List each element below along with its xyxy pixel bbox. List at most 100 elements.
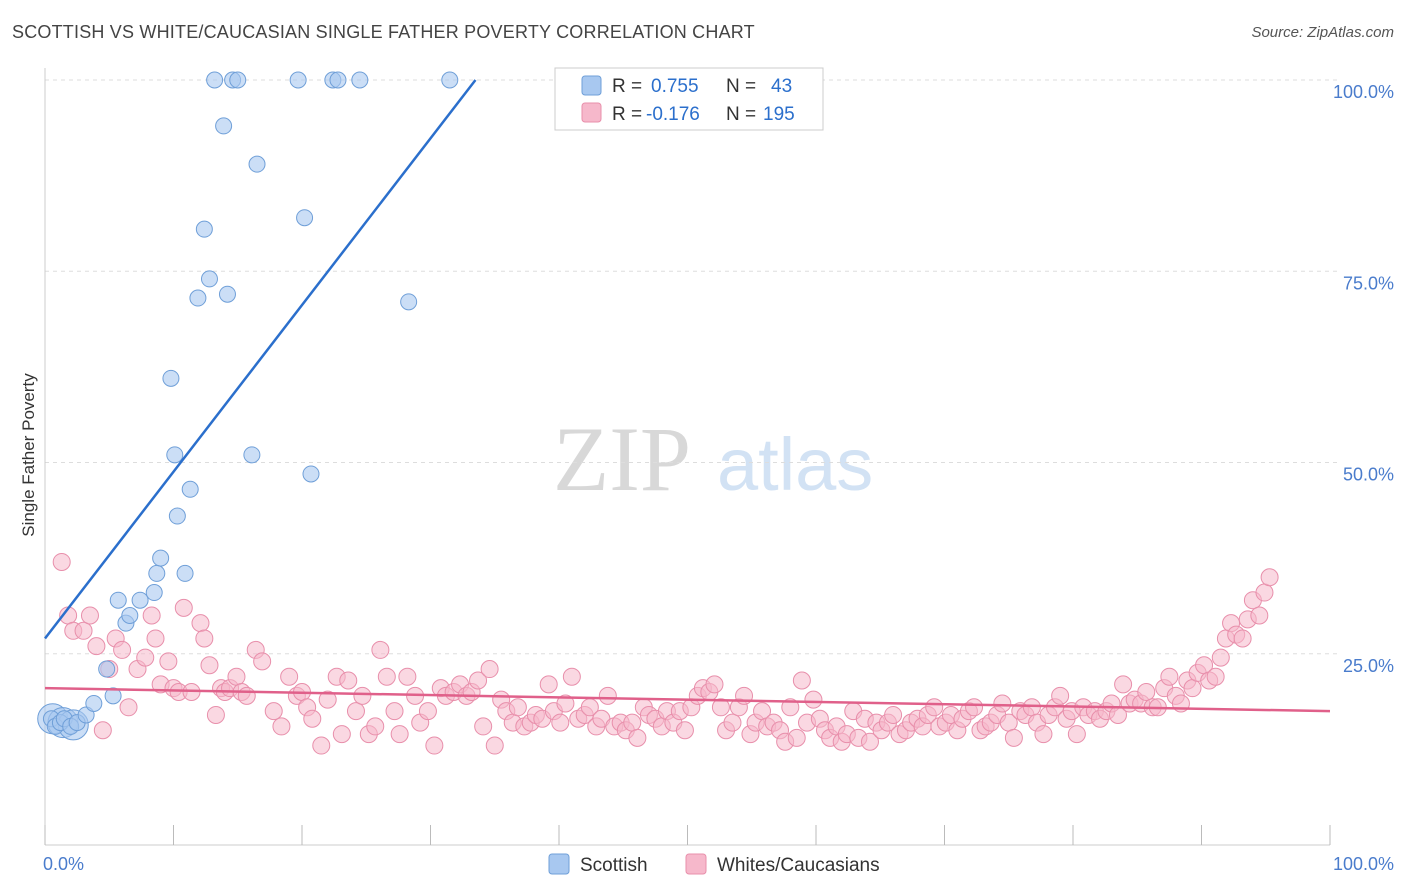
y-tick-labels: 25.0% 50.0% 75.0% 100.0% xyxy=(1333,82,1394,676)
point-whites xyxy=(711,698,730,717)
point-whites xyxy=(280,667,299,686)
legend-bottom-swatch-scottish xyxy=(548,853,570,875)
point-whites xyxy=(965,698,984,717)
point-whites xyxy=(191,614,210,633)
point-whites xyxy=(993,694,1012,713)
point-whites xyxy=(781,698,800,717)
point-scottish xyxy=(302,465,320,483)
point-scottish xyxy=(166,446,184,464)
point-whites xyxy=(385,702,404,721)
point-whites xyxy=(264,702,283,721)
point-whites xyxy=(860,732,879,751)
point-whites xyxy=(353,686,372,705)
source-credit: Source: ZipAtlas.com xyxy=(1251,24,1394,41)
point-scottish xyxy=(289,71,307,89)
point-whites xyxy=(253,652,272,671)
point-scottish xyxy=(329,71,347,89)
point-whites xyxy=(1051,686,1070,705)
point-scottish xyxy=(145,584,163,602)
point-whites xyxy=(1067,725,1086,744)
point-whites xyxy=(390,725,409,744)
point-whites xyxy=(142,606,161,625)
point-whites xyxy=(556,694,575,713)
point-whites xyxy=(480,660,499,679)
point-whites xyxy=(705,675,724,694)
legend-n-label-1: N = xyxy=(726,76,756,97)
point-scottish xyxy=(104,687,122,705)
point-whites xyxy=(1022,698,1041,717)
point-scottish xyxy=(351,71,369,89)
point-whites xyxy=(136,648,155,667)
point-whites xyxy=(174,598,193,617)
point-whites xyxy=(339,671,358,690)
point-scottish xyxy=(206,71,224,89)
point-scottish xyxy=(162,369,180,387)
point-whites xyxy=(884,705,903,724)
series-scottish-points xyxy=(37,71,459,741)
point-whites xyxy=(303,709,322,728)
point-whites xyxy=(804,690,823,709)
point-whites xyxy=(113,640,132,659)
point-whites xyxy=(159,652,178,671)
point-whites xyxy=(1211,648,1230,667)
point-scottish xyxy=(168,507,186,525)
point-whites xyxy=(485,736,504,755)
point-whites xyxy=(623,713,642,732)
point-whites xyxy=(195,629,214,648)
y-tick-label: 75.0% xyxy=(1343,273,1394,293)
point-scottish xyxy=(109,591,127,609)
point-whites xyxy=(398,667,417,686)
point-whites xyxy=(332,725,351,744)
point-whites xyxy=(237,686,256,705)
point-scottish xyxy=(400,293,418,311)
trend-line-scottish xyxy=(44,79,477,640)
point-whites xyxy=(1260,568,1279,587)
legend-swatch-scottish xyxy=(581,75,602,96)
point-whites xyxy=(1233,629,1252,648)
legend-top: R = 0.755 N = 43 R = -0.176 N = 195 xyxy=(554,67,824,131)
point-whites xyxy=(227,667,246,686)
legend-swatch-whites xyxy=(581,102,602,123)
legend-n-value-2: 195 xyxy=(763,104,795,125)
x-tick-label: 0.0% xyxy=(43,854,84,874)
point-scottish xyxy=(200,270,218,288)
point-scottish xyxy=(98,660,116,678)
point-scottish xyxy=(243,446,261,464)
legend-n-label-2: N = xyxy=(726,104,756,125)
legend-bottom-scottish: Scottish xyxy=(580,855,648,876)
legend-bottom-whites: Whites/Caucasians xyxy=(717,855,880,876)
x-tick-label: 100.0% xyxy=(1333,854,1394,874)
trend-line-whites xyxy=(44,686,1331,713)
point-whites xyxy=(1004,728,1023,747)
point-whites xyxy=(508,698,527,717)
point-scottish xyxy=(121,607,139,624)
series-whites-points xyxy=(52,552,1279,755)
point-scottish xyxy=(195,220,213,238)
point-whites xyxy=(628,728,647,747)
point-scottish xyxy=(152,549,170,567)
x-tick-labels: 0.0% 100.0% xyxy=(43,854,1394,874)
grid-lines xyxy=(45,79,1340,655)
point-scottish xyxy=(296,209,314,227)
point-whites xyxy=(469,671,488,690)
point-whites xyxy=(1160,667,1179,686)
point-whites xyxy=(598,686,617,705)
legend-bottom-swatch-whites xyxy=(685,853,707,875)
point-scottish xyxy=(218,285,236,303)
point-whites xyxy=(272,717,291,736)
point-whites xyxy=(119,698,138,717)
point-whites xyxy=(371,640,390,659)
y-tick-label: 25.0% xyxy=(1343,656,1394,676)
y-axis-label: Single Father Poverty xyxy=(19,373,38,537)
point-whites xyxy=(675,721,694,740)
point-whites xyxy=(425,736,444,755)
point-whites xyxy=(1206,667,1225,686)
point-scottish xyxy=(229,71,247,89)
point-whites xyxy=(418,702,437,721)
legend-r-label-2: R = xyxy=(612,104,642,125)
point-scottish xyxy=(181,480,199,498)
point-whites xyxy=(200,656,219,675)
point-whites xyxy=(723,713,742,732)
legend-r-label-1: R = xyxy=(612,76,642,97)
